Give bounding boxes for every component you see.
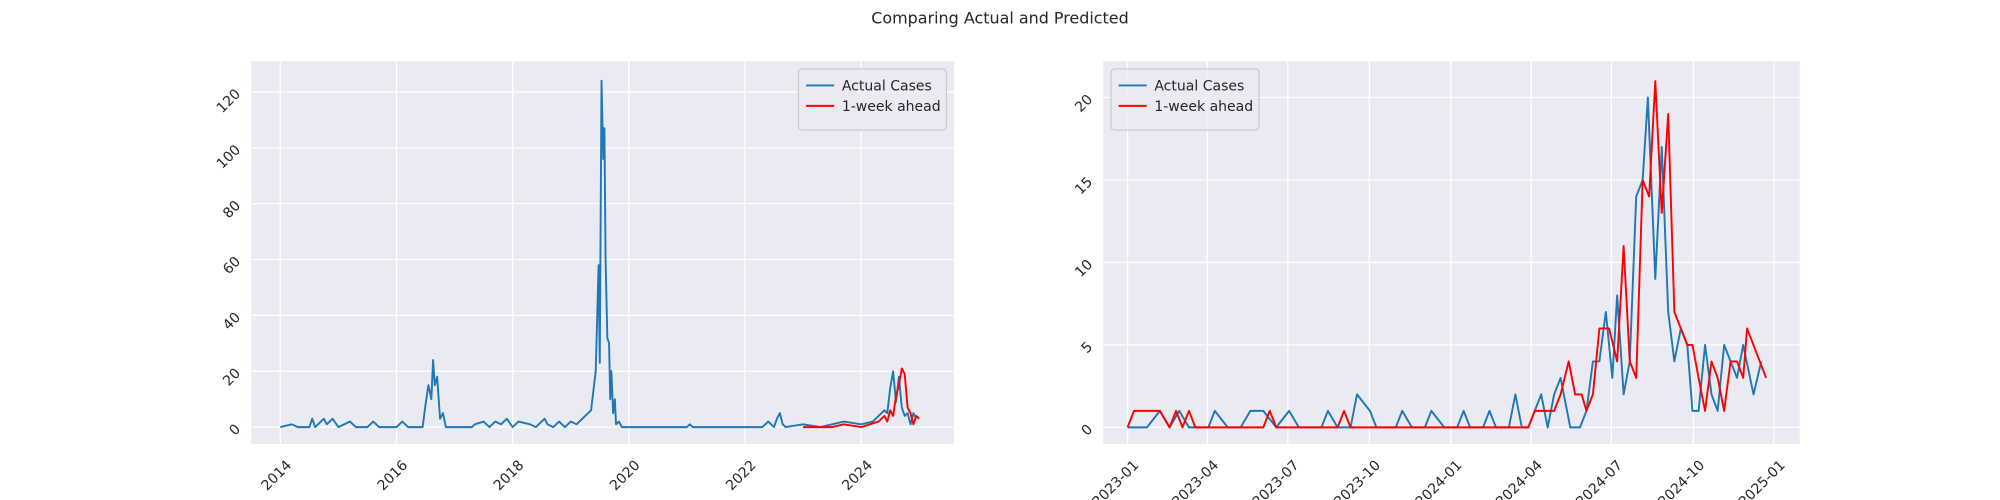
data-line <box>803 367 920 429</box>
legend-label: 1-week ahead <box>842 99 941 115</box>
legend-label: 1-week ahead <box>1154 99 1253 115</box>
legend-label: Actual Cases <box>842 79 932 95</box>
legend: Actual Cases 1-week ahead <box>797 68 948 131</box>
legend-box <box>1110 68 1260 131</box>
data-line <box>280 79 918 429</box>
legend-box <box>797 68 948 131</box>
figure-title: Comparing Actual and Predicted <box>871 9 1128 28</box>
chart-panel: 2023-01 2023-04 2023-07 2023-10 2024-01 2024-… <box>1072 61 1800 500</box>
legend-label: Actual Cases <box>1154 79 1244 95</box>
legend: Actual Cases 1-week ahead <box>1110 68 1260 131</box>
data-line <box>1126 80 1768 429</box>
